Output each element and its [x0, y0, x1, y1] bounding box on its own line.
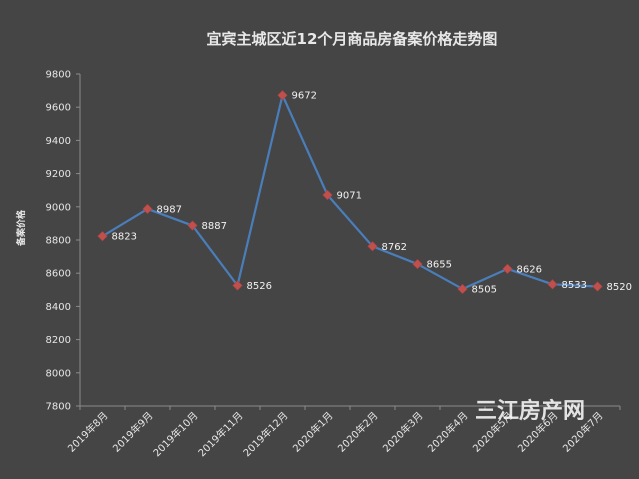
data-label: 8626	[517, 264, 542, 275]
y-tick-label: 8800	[46, 236, 71, 247]
data-label: 8762	[382, 242, 407, 253]
y-tick-label: 9400	[46, 136, 71, 147]
data-labels: 8823 8987 8887 8526 9672 9071 8762 8655 8505 8626…	[112, 91, 632, 296]
series-line	[101, 94, 598, 291]
data-point-marker	[142, 203, 153, 215]
y-tick-label: 8600	[46, 269, 71, 280]
y-tick-label: 9000	[46, 202, 71, 213]
x-tick-label: 2020年1月	[290, 409, 336, 455]
x-tick-label: 2020年2月	[335, 409, 381, 455]
data-label: 8526	[247, 281, 272, 292]
data-label: 8823	[112, 232, 137, 243]
y-tick-label: 8400	[46, 302, 71, 313]
x-tick-label: 2019年10月	[150, 409, 200, 459]
x-tick-label: 2019年12月	[240, 409, 290, 459]
data-label: 8533	[562, 280, 587, 291]
data-point-marker	[412, 258, 423, 270]
x-tick-label: 2020年4月	[425, 409, 471, 455]
series-group	[97, 90, 603, 295]
y-tick-label: 8000	[46, 368, 71, 379]
data-point-marker	[97, 231, 108, 242]
x-tick-label: 2020年3月	[380, 409, 426, 455]
data-point-marker	[367, 241, 378, 252]
y-tick-label: 9800	[46, 70, 71, 81]
y-tick-label: 9600	[46, 103, 71, 114]
x-tick-label: 2019年8月	[65, 409, 111, 455]
data-label: 9071	[337, 191, 362, 202]
data-point-marker	[457, 283, 468, 295]
data-label: 8520	[607, 282, 632, 293]
data-point-marker	[277, 90, 288, 101]
data-label: 8505	[472, 284, 497, 295]
y-axis-ticks: 7800 8000 8200 8400 8600 8800 9000 9200 9400 9600…	[46, 70, 80, 413]
data-label: 8655	[427, 260, 452, 271]
y-axis-label: 备案价格	[15, 209, 27, 247]
data-point-marker	[322, 189, 333, 201]
y-tick-label: 9200	[46, 169, 71, 180]
data-point-marker	[547, 279, 558, 290]
data-point-marker	[592, 281, 603, 292]
watermark-logo: 三江房产网	[475, 398, 585, 424]
y-tick-label: 7800	[46, 402, 71, 413]
axes	[79, 74, 620, 407]
data-label: 8987	[157, 204, 182, 215]
x-tick-label: 2019年9月	[110, 409, 156, 455]
chart-title: 宜宾主城区近12个月商品房备案价格走势图	[207, 30, 498, 48]
data-point-marker	[187, 220, 198, 231]
x-tick-label: 2019年11月	[195, 409, 245, 459]
data-point-marker	[502, 263, 513, 274]
data-label: 8887	[202, 221, 227, 232]
data-label: 9672	[292, 91, 317, 102]
y-tick-label: 8200	[46, 335, 71, 346]
data-point-marker	[232, 280, 243, 291]
